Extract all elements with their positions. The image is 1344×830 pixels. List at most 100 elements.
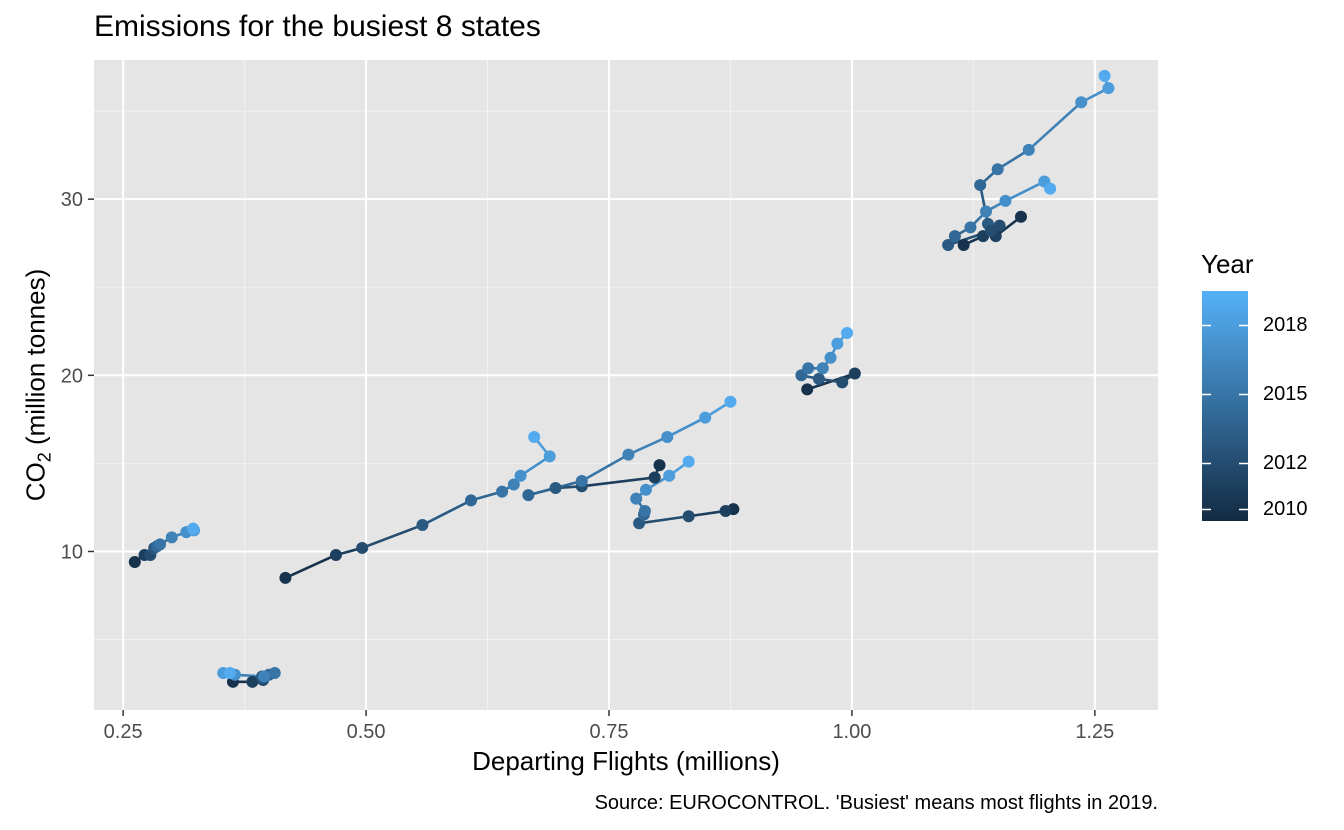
data-point [1102,82,1115,95]
data-point [165,531,178,544]
y-tick-label: 30 [61,189,83,211]
data-point [268,667,281,680]
x-tick-label: 0.25 [104,721,143,743]
series-line-segment [637,514,690,525]
x-tick-label: 1.00 [832,721,871,743]
data-point [416,519,429,532]
data-point [802,362,815,375]
x-tick-label: 0.50 [347,721,386,743]
y-tick-label: 10 [61,541,83,563]
minor-grid [94,60,1158,710]
data-point [1014,210,1027,223]
data-point [980,205,993,218]
legend-label: 2012 [1263,451,1308,474]
major-grid [94,60,1158,710]
data-point [522,489,535,502]
legend-colorbar [1202,291,1248,521]
series-line-segment [665,416,707,439]
x-tick-label: 1.25 [1075,721,1114,743]
data-point [622,448,635,461]
series-line-segment [1004,180,1046,203]
data-point [999,194,1012,207]
series-line-segment [627,435,669,456]
data-point [942,238,955,251]
data-point [801,383,814,396]
plot-panel [94,60,1158,710]
data-point [719,504,732,517]
data-point [514,469,527,482]
data-point [187,522,200,535]
data-point [638,504,651,517]
data-point [633,517,646,530]
x-tick-label: 0.75 [590,721,629,743]
data-point [356,541,369,554]
data-point [848,367,861,380]
data-point [948,230,961,243]
data-point [836,376,849,389]
data-point [648,471,661,484]
series-line-segment [284,553,338,580]
y-axis-label-prefix: CO [20,462,51,502]
data-point [1022,143,1035,156]
y-axis-label: CO2 (million tonnes) [20,269,55,502]
data-point [507,478,520,491]
series-line-segment [421,499,473,527]
chart-title: Emissions for the busiest 8 states [94,10,541,43]
data-point [1098,69,1111,82]
data-point [1044,182,1057,195]
data-point [964,221,977,234]
legend-label: 2015 [1263,382,1308,405]
axis-ticks: 0.25 0.50 0.75 1.00 1.25 10 20 30 [61,189,1115,743]
data-point [465,494,478,507]
data-point [661,430,674,443]
series-line-segment [687,509,727,518]
data-point [128,556,141,569]
legend-ticks [1202,324,1248,511]
legend-label: 2018 [1263,313,1308,336]
series-line-segment [580,476,656,488]
data-point [258,670,271,683]
data-point [841,327,854,340]
x-axis-label: Departing Flights (millions) [472,746,780,776]
data-point [279,571,292,584]
data-point [224,667,237,680]
y-axis-label-subscript: 2 [34,452,55,463]
data-point [824,351,837,364]
legend [1202,291,1248,521]
data-point [154,538,167,551]
data-point [528,430,541,443]
data-point [831,337,844,350]
legend-label: 2010 [1263,497,1308,520]
data-point [246,675,259,688]
data-point [812,372,825,385]
data-point [329,548,342,561]
data-point [543,450,556,463]
data-point [682,510,695,523]
data-point [974,179,987,192]
data-point [984,224,997,237]
data-point [496,485,509,498]
series-line-segment [996,148,1031,171]
data-point [663,469,676,482]
data-point [575,475,588,488]
data-point [630,492,643,505]
data-point [699,411,712,424]
data-point [991,163,1004,176]
data-point [816,362,829,375]
data-point [549,482,562,495]
chart-caption: Source: EUROCONTROL. 'Busiest' means mos… [594,792,1158,814]
data-point [653,459,666,472]
series-line-segment [580,453,630,483]
legend-title: Year [1201,249,1254,279]
series-line-segment [360,523,424,550]
y-tick-label: 20 [61,365,83,387]
data-point [993,219,1006,232]
data-point [724,395,737,408]
data-point [639,483,652,496]
data-point [957,238,970,251]
y-axis-label-suffix: (million tonnes) [20,268,51,453]
series-points [128,69,1115,688]
series-line-segment [1027,100,1083,152]
data-point [1075,96,1088,109]
